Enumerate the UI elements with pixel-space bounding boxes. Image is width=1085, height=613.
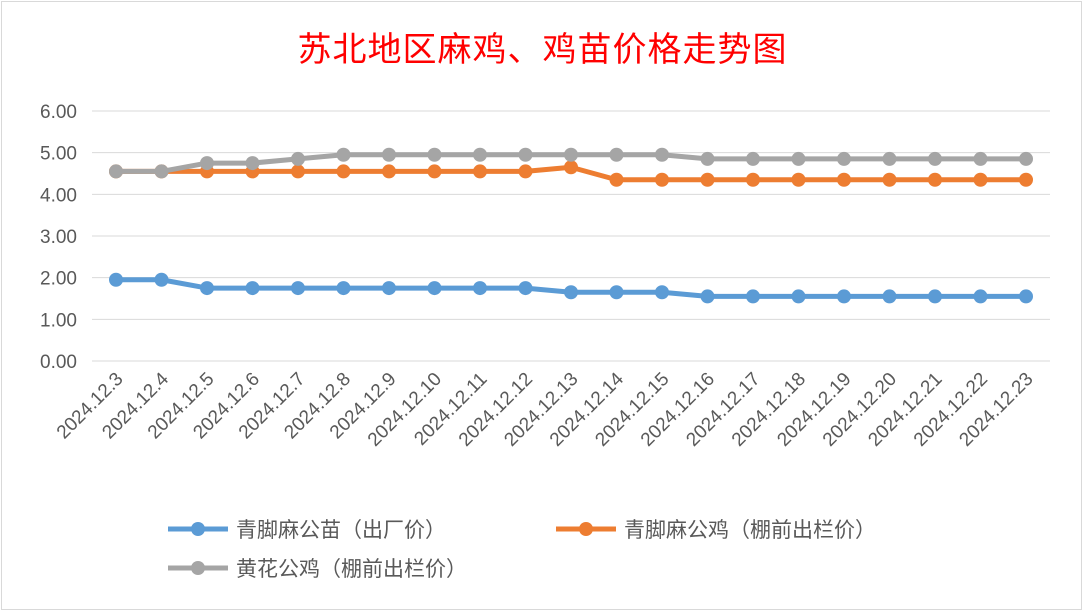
data-point <box>746 172 760 187</box>
data-point <box>109 272 123 287</box>
legend-label: 黄花公鸡（棚前出栏价） <box>236 557 467 581</box>
data-point <box>154 272 169 287</box>
data-point <box>928 151 942 166</box>
data-point <box>336 281 351 296</box>
y-tick-label: 5.00 <box>40 144 77 165</box>
series-2 <box>109 147 1033 179</box>
data-point <box>245 156 260 171</box>
y-tick-label: 0.00 <box>40 352 77 373</box>
data-point <box>928 289 942 304</box>
data-point <box>609 172 624 187</box>
data-point <box>109 164 123 179</box>
series-0 <box>109 272 1033 304</box>
data-point <box>564 285 578 300</box>
data-point <box>427 281 442 296</box>
data-point <box>1019 172 1033 187</box>
data-point <box>382 147 396 162</box>
y-tick-label: 4.00 <box>40 185 77 206</box>
data-point <box>928 172 942 187</box>
legend-item: 黄花公鸡（棚前出栏价） <box>168 557 467 581</box>
data-point <box>700 172 715 187</box>
data-point <box>336 164 351 179</box>
legend-item: 青脚麻公鸡（棚前出栏价） <box>556 518 876 542</box>
series-1 <box>109 160 1033 187</box>
data-point <box>518 164 533 179</box>
data-point <box>473 164 487 179</box>
data-point <box>791 172 806 187</box>
x-axis-ticks: 2024.12.32024.12.42024.12.52024.12.62024… <box>53 368 1038 450</box>
data-point <box>336 147 351 162</box>
data-point <box>518 281 533 296</box>
y-tick-label: 6.00 <box>40 102 77 123</box>
data-point <box>200 281 214 296</box>
data-point <box>473 281 487 296</box>
data-point <box>427 164 442 179</box>
data-point <box>1019 151 1033 166</box>
data-point <box>564 147 578 162</box>
y-tick-label: 2.00 <box>40 269 77 290</box>
series-group <box>109 147 1033 304</box>
data-point <box>382 164 396 179</box>
data-point <box>473 147 487 162</box>
data-point <box>1019 289 1033 304</box>
legend-marker <box>579 522 593 536</box>
y-axis-ticks: 0.00 1.00 2.00 3.00 4.00 5.00 6.00 <box>40 102 77 373</box>
data-point <box>200 156 214 171</box>
data-point <box>564 160 578 175</box>
data-point <box>837 172 851 187</box>
data-point <box>837 151 851 166</box>
data-point <box>791 289 806 304</box>
data-point <box>609 285 624 300</box>
data-point <box>291 281 305 296</box>
y-tick-label: 1.00 <box>40 310 77 331</box>
chart-title: 苏北地区麻鸡、鸡苗价格走势图 <box>297 30 788 70</box>
data-point <box>291 164 305 179</box>
legend-item: 青脚麻公苗（出厂价） <box>168 518 446 542</box>
y-tick-label: 3.00 <box>40 227 77 248</box>
data-point <box>655 172 669 187</box>
data-point <box>609 147 624 162</box>
legend-marker <box>191 522 205 536</box>
data-point <box>791 151 806 166</box>
data-point <box>655 285 669 300</box>
data-point <box>837 289 851 304</box>
data-point <box>427 147 442 162</box>
data-point <box>973 151 988 166</box>
data-point <box>700 151 715 166</box>
data-point <box>882 151 897 166</box>
data-point <box>382 281 396 296</box>
legend-label: 青脚麻公苗（出厂价） <box>236 518 446 542</box>
data-point <box>746 289 760 304</box>
data-point <box>291 151 305 166</box>
legend-marker <box>191 561 205 575</box>
data-point <box>973 289 988 304</box>
data-point <box>655 147 669 162</box>
data-point <box>154 164 169 179</box>
data-point <box>882 289 897 304</box>
legend: 青脚麻公苗（出厂价） 青脚麻公鸡（棚前出栏价） 黄花公鸡（棚前出栏价） <box>168 518 876 581</box>
data-point <box>518 147 533 162</box>
data-point <box>973 172 988 187</box>
data-point <box>700 289 715 304</box>
data-point <box>245 281 260 296</box>
legend-label: 青脚麻公鸡（棚前出栏价） <box>624 518 876 542</box>
data-point <box>882 172 897 187</box>
data-point <box>746 151 760 166</box>
